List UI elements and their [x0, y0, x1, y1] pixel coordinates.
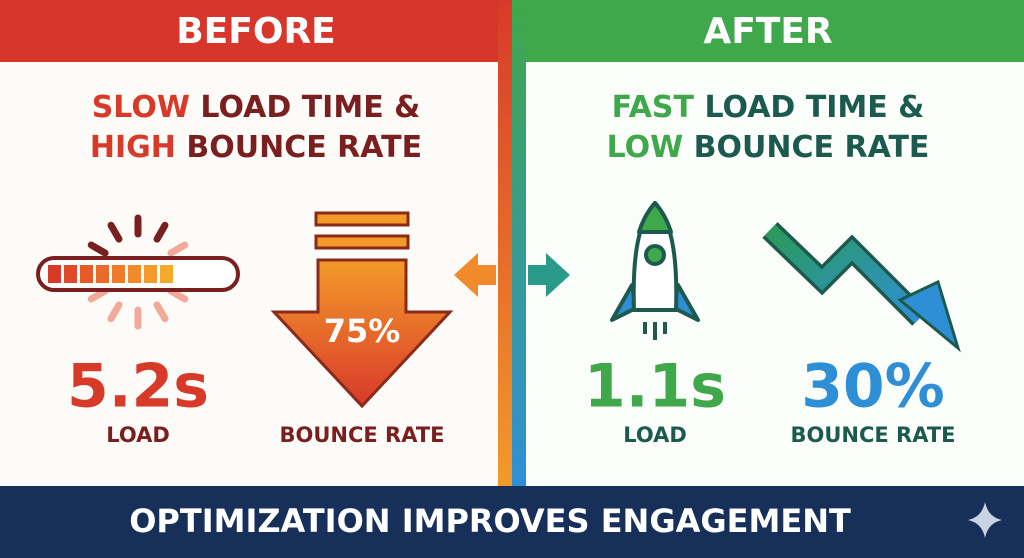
spinner-dash: [153, 221, 169, 243]
down-arrow-icon: [270, 211, 454, 409]
progress-segment: [96, 265, 109, 283]
bounce-label: BOUNCE RATE: [790, 423, 955, 447]
progress-segment: [160, 265, 173, 283]
rocket-icon: [610, 201, 700, 340]
before-header: [0, 0, 512, 62]
headline: SLOW LOAD TIME &: [92, 90, 421, 125]
progress-segment: [144, 265, 157, 283]
headline: FAST LOAD TIME &: [612, 90, 925, 125]
spinner-dash: [107, 221, 123, 243]
progress-segment: [80, 265, 93, 283]
trend-down-icon: [762, 222, 961, 353]
headline-word: LOW: [607, 130, 684, 165]
after-title: AFTER: [703, 11, 832, 52]
headline-word: BOUNCE RATE: [186, 130, 422, 165]
bounce-value: 75%: [324, 312, 401, 350]
load-label: LOAD: [623, 423, 687, 447]
after-header: [512, 0, 1024, 62]
headline-word: SLOW: [92, 90, 190, 125]
right-arrow: [528, 253, 570, 297]
left-arrow: [454, 253, 496, 297]
load-label: LOAD: [106, 423, 170, 447]
footer-text: OPTIMIZATION IMPROVES ENGAGEMENT: [129, 502, 851, 540]
spinner-dash: [87, 241, 109, 257]
bounce-label: BOUNCE RATE: [279, 423, 444, 447]
headline-word: FAST: [612, 90, 695, 125]
spinner-dash: [87, 287, 109, 303]
load-value: 5.2s: [67, 352, 209, 422]
headline-word: LOAD TIME &: [704, 90, 924, 125]
headline-word: HIGH: [90, 130, 176, 165]
bounce-value: 30%: [801, 352, 945, 422]
progress-segment: [48, 265, 61, 283]
spinner-icon: [87, 214, 189, 330]
progress-segment: [128, 265, 141, 283]
spinner-dash: [167, 287, 189, 303]
progress-segment: [64, 265, 77, 283]
after-panel: [526, 62, 1024, 486]
sparkle-icon: [968, 502, 1002, 538]
progress-segments: [48, 265, 173, 283]
footer-band: [0, 486, 1024, 558]
progress-segment: [112, 265, 125, 283]
headline-word: LOAD TIME &: [200, 90, 420, 125]
divider: [498, 0, 512, 486]
headline-word: BOUNCE RATE: [694, 130, 930, 165]
load-value: 1.1s: [584, 352, 726, 422]
divider: [512, 0, 526, 486]
spinner-dash: [167, 241, 189, 257]
headline: LOW BOUNCE RATE: [607, 130, 930, 165]
headline: HIGH BOUNCE RATE: [90, 130, 422, 165]
spinner-dash: [153, 301, 169, 323]
before-title: BEFORE: [176, 11, 336, 52]
spinner-dash: [107, 301, 123, 323]
